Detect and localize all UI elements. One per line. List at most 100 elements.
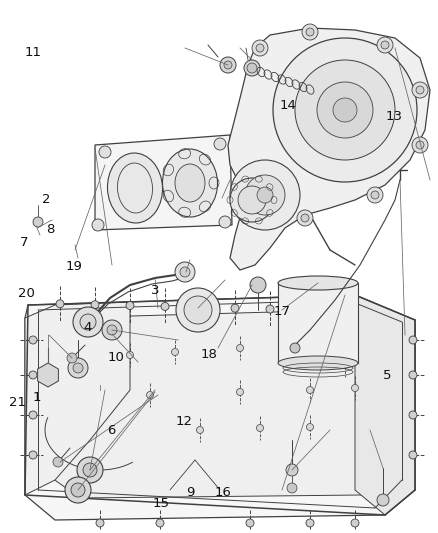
- Ellipse shape: [278, 276, 358, 290]
- Circle shape: [287, 483, 297, 493]
- Text: 7: 7: [20, 236, 28, 249]
- Circle shape: [266, 305, 274, 313]
- Circle shape: [257, 424, 264, 432]
- Circle shape: [306, 28, 314, 36]
- Text: 4: 4: [83, 321, 92, 334]
- Text: 12: 12: [176, 415, 192, 427]
- Circle shape: [161, 302, 169, 310]
- Circle shape: [247, 63, 257, 73]
- Circle shape: [306, 519, 314, 527]
- Circle shape: [412, 137, 428, 153]
- Polygon shape: [95, 135, 232, 230]
- Circle shape: [196, 303, 204, 311]
- Circle shape: [336, 341, 343, 348]
- Polygon shape: [25, 302, 130, 495]
- Circle shape: [146, 392, 153, 399]
- Circle shape: [92, 219, 104, 231]
- Circle shape: [238, 186, 266, 214]
- Circle shape: [292, 343, 299, 350]
- Text: 11: 11: [25, 46, 41, 59]
- Circle shape: [246, 519, 254, 527]
- Circle shape: [409, 411, 417, 419]
- Circle shape: [219, 216, 231, 228]
- Text: 16: 16: [215, 486, 232, 499]
- Circle shape: [245, 175, 285, 215]
- Circle shape: [96, 519, 104, 527]
- Polygon shape: [52, 310, 390, 498]
- Text: 18: 18: [201, 348, 218, 361]
- Circle shape: [156, 519, 164, 527]
- Polygon shape: [228, 28, 430, 270]
- Circle shape: [29, 336, 37, 344]
- Circle shape: [351, 519, 359, 527]
- Ellipse shape: [278, 356, 358, 370]
- Polygon shape: [25, 295, 415, 520]
- Text: 1: 1: [33, 391, 42, 403]
- Circle shape: [65, 477, 91, 503]
- Circle shape: [224, 61, 232, 69]
- Circle shape: [334, 307, 342, 315]
- Text: 10: 10: [108, 351, 124, 364]
- Circle shape: [377, 37, 393, 53]
- Text: 15: 15: [153, 497, 170, 510]
- Text: 20: 20: [18, 287, 35, 300]
- Ellipse shape: [175, 164, 205, 202]
- Circle shape: [250, 277, 266, 293]
- Circle shape: [99, 146, 111, 158]
- Circle shape: [29, 371, 37, 379]
- Circle shape: [301, 306, 309, 314]
- Circle shape: [307, 424, 314, 431]
- Circle shape: [416, 141, 424, 149]
- Text: 21: 21: [9, 396, 26, 409]
- Text: 17: 17: [274, 305, 291, 318]
- Circle shape: [409, 336, 417, 344]
- Circle shape: [73, 307, 103, 337]
- Circle shape: [172, 349, 179, 356]
- Circle shape: [286, 464, 298, 476]
- Ellipse shape: [162, 149, 218, 217]
- Text: 9: 9: [186, 486, 195, 499]
- Circle shape: [230, 160, 300, 230]
- Circle shape: [412, 82, 428, 98]
- Circle shape: [237, 389, 244, 395]
- Text: 14: 14: [280, 99, 297, 112]
- Circle shape: [317, 82, 373, 138]
- Circle shape: [377, 494, 389, 506]
- Circle shape: [409, 451, 417, 459]
- Ellipse shape: [107, 153, 162, 223]
- Circle shape: [175, 262, 195, 282]
- Text: 6: 6: [107, 424, 116, 437]
- Polygon shape: [355, 295, 415, 515]
- Circle shape: [297, 210, 313, 226]
- Circle shape: [367, 187, 383, 203]
- Circle shape: [214, 138, 226, 150]
- Circle shape: [252, 40, 268, 56]
- Circle shape: [180, 267, 190, 277]
- Text: 19: 19: [65, 260, 82, 273]
- Circle shape: [231, 304, 239, 312]
- Circle shape: [91, 301, 99, 309]
- Circle shape: [176, 288, 220, 332]
- Circle shape: [352, 384, 358, 392]
- Circle shape: [302, 24, 318, 40]
- Circle shape: [230, 178, 274, 222]
- Circle shape: [257, 187, 273, 203]
- Circle shape: [127, 351, 134, 359]
- Circle shape: [102, 320, 122, 340]
- Circle shape: [409, 371, 417, 379]
- Circle shape: [220, 57, 236, 73]
- Circle shape: [33, 217, 43, 227]
- Circle shape: [244, 60, 260, 76]
- Circle shape: [107, 325, 117, 335]
- Circle shape: [307, 386, 314, 393]
- Circle shape: [256, 44, 264, 52]
- Circle shape: [295, 60, 395, 160]
- Circle shape: [77, 457, 103, 483]
- Circle shape: [126, 302, 134, 310]
- Circle shape: [184, 296, 212, 324]
- Circle shape: [333, 98, 357, 122]
- Circle shape: [197, 426, 204, 433]
- Circle shape: [68, 358, 88, 378]
- Circle shape: [237, 344, 244, 351]
- Circle shape: [67, 353, 77, 363]
